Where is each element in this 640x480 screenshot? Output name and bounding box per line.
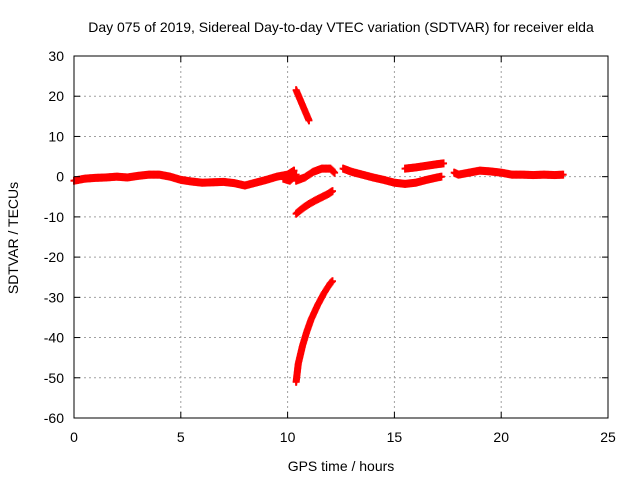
y-tick-label: 30 [48, 48, 64, 64]
grid [74, 56, 608, 418]
chart-title: Day 075 of 2019, Sidereal Day-to-day VTE… [88, 19, 594, 35]
series-baseline-early [70, 166, 298, 190]
y-tick-label: 0 [56, 169, 64, 185]
series-lower-upper-branch [292, 187, 336, 218]
x-axis-title: GPS time / hours [288, 458, 395, 474]
y-tick-label: -50 [44, 370, 64, 386]
series-noon-bump [292, 164, 339, 185]
series-afternoon-rise [401, 159, 448, 173]
y-tick-label: -20 [44, 249, 64, 265]
x-tick-label: 20 [493, 429, 509, 445]
x-tick-label: 5 [177, 429, 185, 445]
x-tick-label: 25 [600, 429, 616, 445]
series-spike-upper [292, 86, 313, 125]
series-afternoon-dip [339, 164, 445, 188]
y-tick-label: 20 [48, 88, 64, 104]
y-tick-label: 10 [48, 128, 64, 144]
series-baseline-late [450, 166, 567, 180]
x-tick-label: 10 [280, 429, 296, 445]
tick-labels: 0 5 10 15 20 25 -60 -50 -40 -30 -20 -10 0 10 20 30 [44, 48, 616, 445]
axis-ticks [73, 55, 609, 419]
y-tick-label: -10 [44, 209, 64, 225]
y-tick-label: -30 [44, 289, 64, 305]
series-steep-drop [292, 277, 336, 386]
y-tick-label: -60 [44, 410, 64, 426]
plot-frame [73, 55, 609, 419]
x-tick-label: 0 [70, 429, 78, 445]
data-points [70, 86, 567, 386]
y-tick-label: -40 [44, 330, 64, 346]
y-axis-title: SDTVAR / TECUs [5, 182, 21, 294]
x-tick-label: 15 [387, 429, 403, 445]
